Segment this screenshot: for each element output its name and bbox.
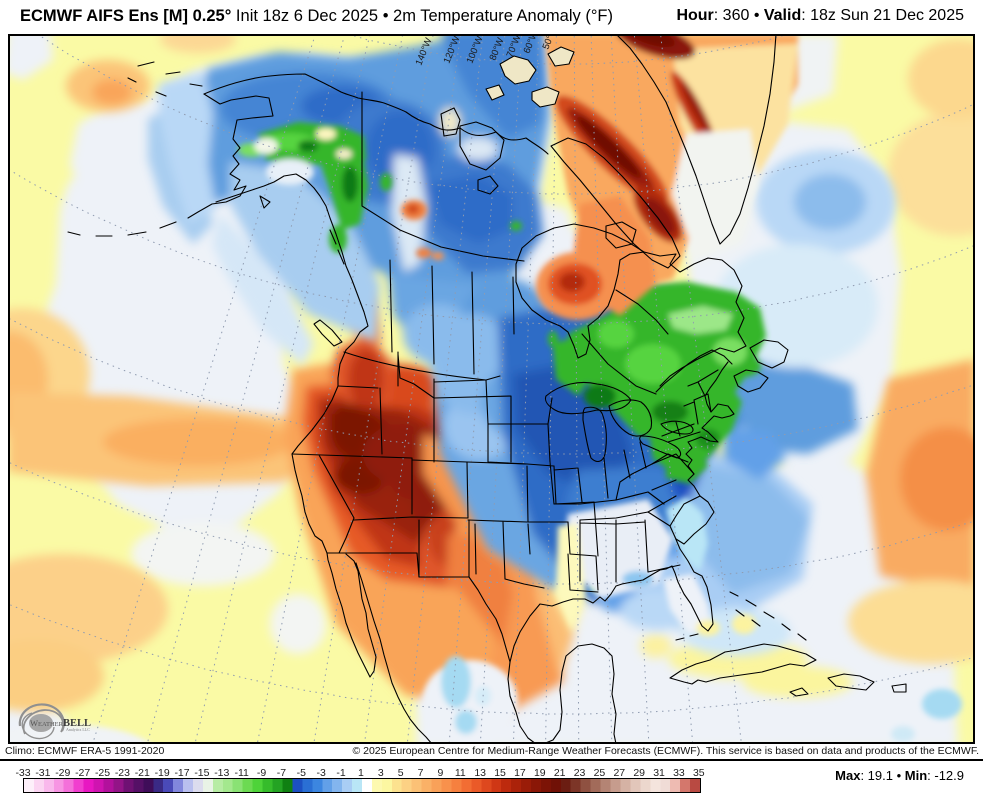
svg-text:Analytics LLC: Analytics LLC xyxy=(66,727,90,732)
svg-text:WEATHERBELL: WEATHERBELL xyxy=(30,718,91,729)
